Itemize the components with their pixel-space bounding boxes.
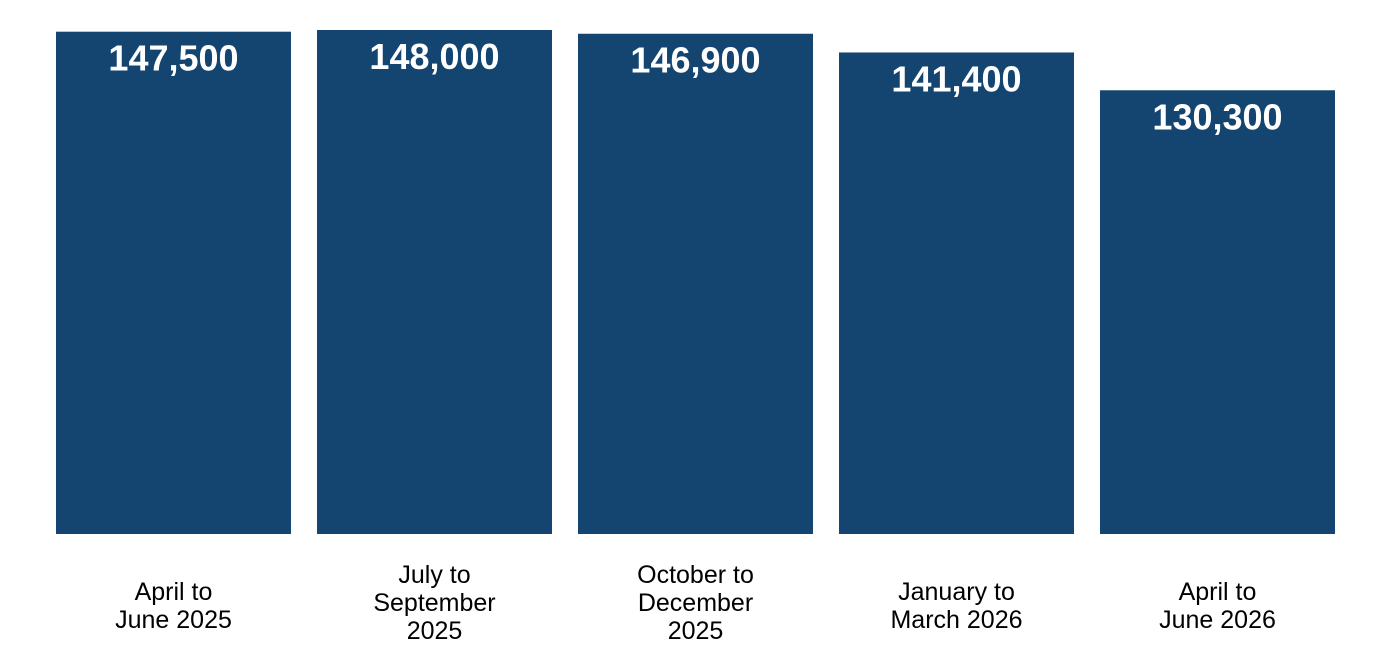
- bar: [839, 52, 1074, 534]
- category-label: April to June 2026: [1159, 578, 1276, 634]
- bar: [578, 33, 813, 535]
- category-label: October to December 2025: [637, 561, 754, 645]
- bar-value-label: 148,000: [369, 36, 499, 77]
- bar-value-label: 141,400: [891, 58, 1021, 99]
- category-label: January to March 2026: [890, 578, 1022, 634]
- bar-value-label: 147,500: [108, 38, 238, 79]
- category-label: July to September 2025: [373, 561, 495, 645]
- bar: [1100, 90, 1335, 535]
- bar: [317, 30, 552, 534]
- bar-value-label: 130,300: [1152, 96, 1282, 137]
- bar-value-label: 146,900: [630, 40, 760, 81]
- category-label: April to June 2025: [115, 578, 232, 634]
- bar: [56, 31, 291, 535]
